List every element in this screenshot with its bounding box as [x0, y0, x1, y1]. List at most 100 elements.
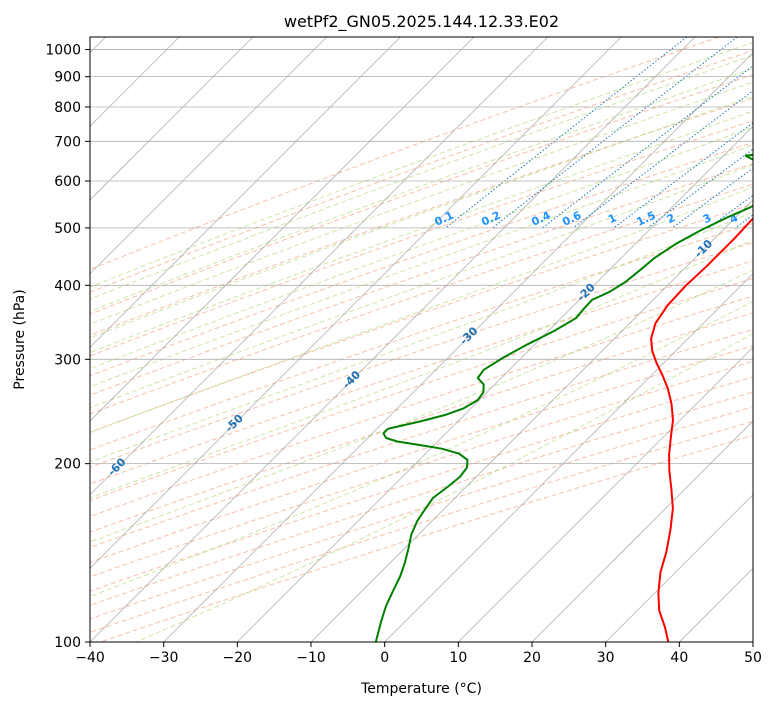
dry-adiabat-line — [90, 277, 753, 501]
y-tick-label: 900 — [54, 70, 81, 86]
mixing-ratio-line — [613, 122, 753, 229]
isotherm-line — [90, 37, 401, 348]
x-tick-label: −40 — [75, 650, 105, 666]
series-lines — [374, 153, 753, 642]
plot-frame — [89, 36, 754, 643]
isotherm-label: -60 — [105, 455, 128, 478]
dry-adiabat-line — [90, 328, 753, 548]
y-axis-label: Pressure (hPa) — [12, 289, 28, 389]
moist-adiabat-line — [90, 239, 753, 499]
isotherm-line — [163, 52, 753, 642]
mixing-ratio-label: 1 — [606, 211, 618, 226]
dry-adiabat-line — [90, 260, 753, 485]
mixing-ratio-line — [492, 37, 738, 229]
isotherm-line — [310, 199, 753, 642]
dry-adiabat-line — [100, 434, 753, 642]
x-tick-label: 10 — [449, 650, 467, 666]
x-tick-label: −30 — [149, 650, 179, 666]
moist-adiabat-line — [90, 126, 753, 370]
dry-adiabat-line — [90, 360, 753, 578]
y-tick-label: 500 — [54, 221, 81, 237]
dry-adiabat-line — [90, 74, 753, 315]
isotherm-line — [90, 37, 696, 642]
mixing-ratio-lines — [445, 37, 753, 229]
moist-adiabat-line — [90, 144, 753, 388]
isotherm-line — [237, 125, 753, 642]
mixing-ratio-label: 0.1 — [433, 209, 456, 229]
isotherm-line — [90, 37, 475, 422]
isotherm-line — [384, 273, 753, 642]
isotherm-label: -10 — [692, 237, 715, 260]
dry-adiabat-line — [90, 222, 753, 451]
mixing-ratio-label: 0.4 — [529, 209, 552, 229]
moist-adiabat-line — [90, 95, 753, 339]
x-axis-label: Temperature (°C) — [360, 681, 482, 697]
moist-adiabat-line — [90, 54, 753, 300]
x-tick-label: 30 — [597, 650, 615, 666]
isotherm-label: -70 — [0, 499, 12, 522]
isotherm-label: -30 — [457, 324, 480, 347]
dry-adiabat-line — [90, 141, 753, 377]
mixing-ratio-line — [672, 167, 753, 229]
moist-adiabat-line — [90, 269, 753, 543]
dry-adiabat-line — [90, 295, 753, 518]
dry-adiabats — [90, 37, 753, 642]
y-tick-label: 700 — [54, 134, 81, 150]
x-tick-label: 20 — [523, 650, 541, 666]
y-axis: 100 200 300 400 500 600 700 800 900 1000 — [45, 43, 90, 651]
mixing-ratio-line — [734, 214, 753, 229]
dry-adiabat-line — [90, 391, 753, 606]
isotherm-line — [531, 420, 753, 642]
x-axis: −40 −30 −20 −10 0 10 20 30 40 50 — [75, 642, 762, 666]
isotherm-label: -50 — [223, 411, 246, 434]
moist-adiabat-line — [90, 41, 753, 288]
isotherm-line — [752, 641, 753, 642]
dry-adiabat-line — [90, 97, 753, 336]
mixing-ratio-label: 6 — [766, 211, 775, 226]
dry-adiabat-line — [90, 37, 720, 271]
dry-adiabat-line — [90, 376, 753, 592]
y-tick-label: 300 — [54, 352, 81, 368]
isotherm-line — [90, 37, 622, 569]
y-tick-label: 800 — [54, 100, 81, 116]
isotherm-line — [90, 37, 548, 496]
isotherm-line — [90, 37, 254, 201]
dry-adiabat-line — [90, 203, 753, 433]
temperature-profile-line — [650, 216, 753, 642]
moist-adiabat-line — [90, 67, 753, 313]
x-tick-label: 40 — [670, 650, 688, 666]
isotherm-label: -20 — [575, 281, 598, 304]
dry-adiabat-line — [90, 183, 753, 415]
x-tick-label: −10 — [296, 650, 326, 666]
y-tick-label: 400 — [54, 278, 81, 294]
moist-adiabat-line — [90, 211, 753, 463]
moist-adiabat-line — [90, 164, 753, 409]
y-tick-label: 200 — [54, 457, 81, 473]
moist-adiabat-line — [90, 110, 753, 354]
dry-adiabat-line — [90, 406, 753, 620]
chart-title: wetPf2_GN05.2025.144.12.33.E02 — [284, 12, 559, 32]
dry-adiabat-line — [90, 50, 753, 293]
moist-adiabat-line — [90, 300, 753, 597]
mixing-ratio-line — [542, 65, 753, 229]
isotherm-line — [605, 494, 753, 642]
isotherm-line — [90, 37, 327, 275]
x-tick-label: 50 — [744, 650, 762, 666]
x-tick-label: −20 — [223, 650, 253, 666]
moist-adiabat-line — [90, 81, 753, 325]
mixing-ratio-line — [445, 37, 688, 229]
isotherm-line — [458, 346, 753, 642]
skewed-isotherms — [90, 37, 753, 642]
y-tick-label: 600 — [54, 174, 81, 190]
x-tick-label: 0 — [380, 650, 389, 666]
dry-adiabat-line — [90, 345, 753, 563]
mixing-ratio-label: 2 — [665, 211, 677, 226]
dry-adiabat-line — [90, 312, 753, 533]
moist-adiabat-line — [90, 186, 753, 434]
plot-area: -100-90-80-70-60-50-40-30-20-10010203040… — [0, 37, 775, 642]
y-tick-label: 100 — [54, 635, 81, 651]
isotherm-line — [679, 567, 753, 642]
dry-adiabat-line — [90, 163, 753, 396]
moist-adiabats — [90, 41, 753, 642]
